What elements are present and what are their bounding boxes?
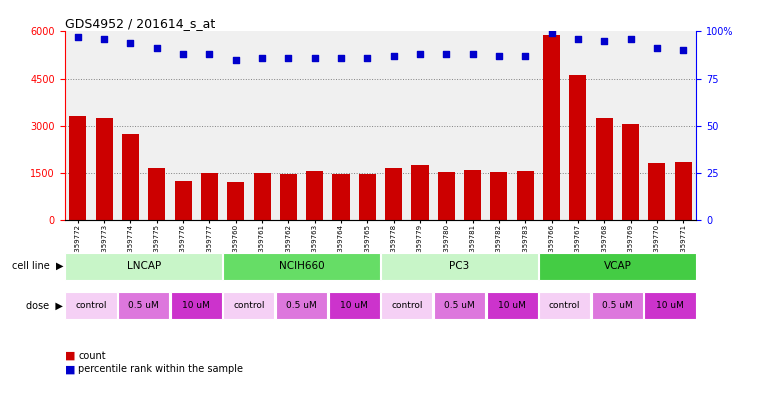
Bar <box>648 163 665 220</box>
Point <box>651 45 663 51</box>
Bar <box>381 253 537 279</box>
Bar <box>224 292 275 319</box>
Point <box>598 38 610 44</box>
Bar <box>674 162 692 220</box>
Point <box>387 53 400 59</box>
Text: control: control <box>549 301 581 310</box>
Point <box>282 55 295 61</box>
Bar <box>569 75 587 220</box>
Bar <box>517 171 533 220</box>
Point <box>519 53 531 59</box>
Text: count: count <box>78 351 106 361</box>
Text: 0.5 uM: 0.5 uM <box>602 301 632 310</box>
Bar <box>333 174 349 220</box>
Text: 10 uM: 10 uM <box>498 301 526 310</box>
Text: GDS4952 / 201614_s_at: GDS4952 / 201614_s_at <box>65 17 215 30</box>
Bar <box>434 292 485 319</box>
Bar <box>280 174 297 220</box>
Text: control: control <box>75 301 107 310</box>
Point <box>177 51 189 57</box>
Text: cell line  ▶: cell line ▶ <box>11 261 63 271</box>
Bar <box>148 168 165 220</box>
Text: 0.5 uM: 0.5 uM <box>444 301 475 310</box>
Text: PC3: PC3 <box>449 261 470 271</box>
Point <box>151 45 163 51</box>
Point <box>677 47 689 53</box>
Point <box>493 53 505 59</box>
Text: 0.5 uM: 0.5 uM <box>286 301 317 310</box>
Bar <box>118 292 169 319</box>
Bar <box>329 292 380 319</box>
Text: 10 uM: 10 uM <box>340 301 368 310</box>
Bar <box>540 253 696 279</box>
Text: NCIH660: NCIH660 <box>279 261 324 271</box>
Bar <box>486 292 537 319</box>
Bar <box>412 165 428 220</box>
Text: dose  ▶: dose ▶ <box>27 301 63 310</box>
Text: control: control <box>233 301 265 310</box>
Point <box>414 51 426 57</box>
Bar <box>69 116 87 220</box>
Bar <box>622 124 639 220</box>
Bar <box>543 35 560 220</box>
Point <box>124 40 136 46</box>
Bar <box>381 292 432 319</box>
Text: VCAP: VCAP <box>603 261 632 271</box>
Point <box>335 55 347 61</box>
Bar <box>438 172 455 220</box>
Bar <box>385 168 403 220</box>
Point <box>361 55 374 61</box>
Point <box>256 55 268 61</box>
Bar <box>276 292 327 319</box>
Bar <box>645 292 696 319</box>
Bar <box>174 181 192 220</box>
Bar <box>96 118 113 220</box>
Text: percentile rank within the sample: percentile rank within the sample <box>78 364 244 375</box>
Bar <box>592 292 643 319</box>
Point <box>309 55 321 61</box>
Bar <box>358 174 376 220</box>
Text: 10 uM: 10 uM <box>656 301 684 310</box>
Bar <box>122 134 139 220</box>
Point <box>625 36 637 42</box>
Bar <box>596 118 613 220</box>
Bar <box>65 292 116 319</box>
Text: control: control <box>391 301 422 310</box>
Bar <box>306 171 323 220</box>
Text: ■: ■ <box>65 364 75 375</box>
Point <box>466 51 479 57</box>
Text: 10 uM: 10 uM <box>183 301 210 310</box>
Point <box>98 36 110 42</box>
Bar <box>65 253 221 279</box>
Text: ■: ■ <box>65 351 75 361</box>
Bar <box>170 292 221 319</box>
Point <box>546 30 558 37</box>
Bar <box>490 172 508 220</box>
Bar <box>224 253 380 279</box>
Bar <box>540 292 591 319</box>
Point <box>440 51 452 57</box>
Bar <box>253 173 271 220</box>
Bar <box>201 173 218 220</box>
Text: 0.5 uM: 0.5 uM <box>129 301 159 310</box>
Point <box>230 57 242 63</box>
Text: LNCAP: LNCAP <box>126 261 161 271</box>
Point <box>572 36 584 42</box>
Bar <box>228 182 244 220</box>
Point <box>203 51 215 57</box>
Bar <box>464 170 481 220</box>
Point <box>72 34 84 40</box>
